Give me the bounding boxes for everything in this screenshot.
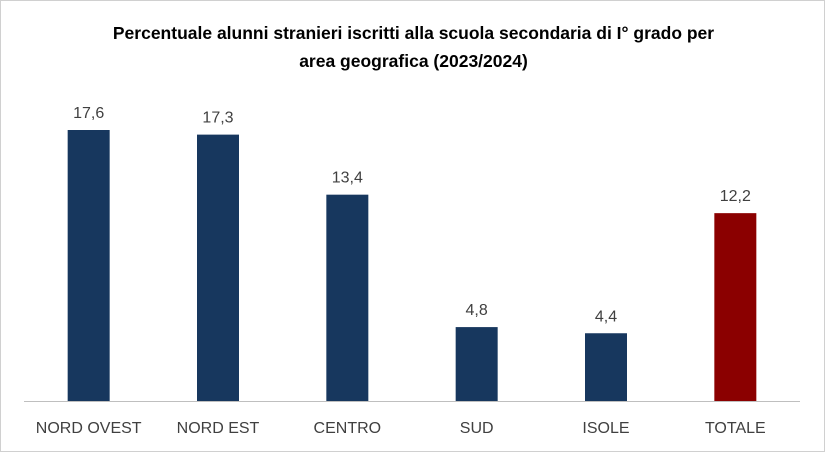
category-label: TOTALE — [705, 420, 766, 437]
category-label: SUD — [460, 420, 494, 437]
bar-sud — [455, 327, 498, 401]
data-label: 4,8 — [466, 302, 488, 319]
bar-nord-ovest — [67, 130, 110, 401]
bar-totale — [714, 213, 757, 401]
bar-isole — [585, 333, 627, 401]
chart-title: Percentuale alunni stranieri iscritti al… — [61, 19, 766, 75]
data-label: 12,2 — [720, 188, 751, 205]
bar-centro — [326, 194, 369, 401]
chart-title-line-2: area geografica (2023/2024) — [299, 51, 528, 71]
bar-nord-est — [197, 134, 239, 401]
data-label: 13,4 — [332, 170, 363, 187]
data-label: 17,6 — [73, 105, 104, 122]
data-label: 4,4 — [595, 308, 617, 325]
category-label: NORD OVEST — [36, 420, 142, 437]
data-label: 17,3 — [202, 110, 233, 127]
chart-title-line-1: Percentuale alunni stranieri iscritti al… — [112, 23, 715, 43]
category-label: ISOLE — [582, 420, 629, 437]
category-label: NORD EST — [177, 420, 260, 437]
category-label: CENTRO — [314, 420, 382, 437]
